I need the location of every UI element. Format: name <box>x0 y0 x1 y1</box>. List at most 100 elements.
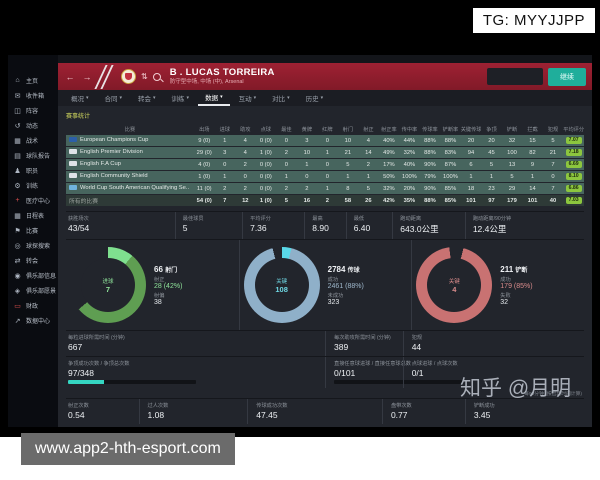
table-row[interactable]: English F.A Cup 4 (0) 0 2 0 (0) 0 1 0 5 2 17% 40% 90… <box>66 159 584 170</box>
stat-cell[interactable]: 1 (0) <box>194 171 215 182</box>
competition-name-cell[interactable]: European Champions Cup <box>66 135 194 146</box>
stat-cell[interactable]: 0 <box>317 171 338 182</box>
stat-cell[interactable]: 4 (0) <box>194 159 215 170</box>
sidebar-item-医疗中心[interactable]: + 医疗中心 <box>8 193 58 208</box>
stat-cell[interactable]: 10 <box>296 147 318 158</box>
stat-cell[interactable]: 40% <box>378 135 400 146</box>
stat-cell[interactable]: 1 <box>481 171 502 182</box>
stat-cell[interactable]: 4 <box>235 135 256 146</box>
stat-cell[interactable]: 11 (0) <box>194 183 215 194</box>
stat-cell[interactable]: 88% <box>419 147 441 158</box>
stat-cell[interactable]: 100 <box>501 147 523 158</box>
stat-cell[interactable]: 4 <box>235 147 256 158</box>
rating-cell[interactable]: 7.18 <box>563 147 584 158</box>
table-row[interactable]: World Cup South American Qualifying Se..… <box>66 183 584 194</box>
stat-cell[interactable]: 0 <box>214 159 236 170</box>
stat-cell[interactable]: 88% <box>419 135 441 146</box>
stat-cell[interactable]: 0 <box>317 159 338 170</box>
stat-cell[interactable]: 29 <box>501 183 523 194</box>
stat-cell[interactable]: 20% <box>399 183 420 194</box>
stat-cell[interactable]: 6 <box>460 159 482 170</box>
stat-cell[interactable]: 87% <box>440 159 461 170</box>
stat-cell[interactable]: 1 <box>460 171 482 182</box>
rating-cell[interactable]: 6.86 <box>563 183 584 194</box>
sidebar-item-动态[interactable]: ↺ 动态 <box>8 118 58 133</box>
competition-name-cell[interactable]: World Cup South American Qualifying Se.. <box>66 183 194 194</box>
stat-cell[interactable]: 21 <box>542 147 564 158</box>
stat-cell[interactable]: 29 (0) <box>194 147 215 158</box>
rating-cell[interactable]: 6.69 <box>563 159 584 170</box>
sidebar-item-主页[interactable]: ⌂ 主页 <box>8 73 58 88</box>
stat-cell[interactable]: 9 <box>522 159 543 170</box>
sidebar-item-财政[interactable]: ▭ 财政 <box>8 298 58 313</box>
stat-cell[interactable]: 2 <box>235 183 256 194</box>
stat-cell[interactable]: 83% <box>440 147 461 158</box>
stat-cell[interactable]: 32 <box>501 135 523 146</box>
sidebar-item-训练[interactable]: ⚙ 训练 <box>8 178 58 193</box>
stat-cell[interactable]: 1 <box>522 171 543 182</box>
stat-cell[interactable]: 1 <box>276 171 297 182</box>
stat-cell[interactable]: 40% <box>399 159 420 170</box>
sidebar-item-球探搜索[interactable]: ◎ 球探搜索 <box>8 238 58 253</box>
prev-next-player-icon[interactable]: ⇅ <box>141 72 148 81</box>
stat-cell[interactable]: 49% <box>378 147 400 158</box>
tab-互动[interactable]: 互动 ▾ <box>232 90 264 106</box>
stat-cell[interactable]: 14 <box>358 147 379 158</box>
stat-cell[interactable]: 20 <box>481 135 502 146</box>
stat-cell[interactable]: 14 <box>522 183 543 194</box>
stat-cell[interactable]: 32% <box>378 183 400 194</box>
stat-cell[interactable]: 0 <box>317 135 338 146</box>
stat-cell[interactable]: 100% <box>399 171 420 182</box>
stat-cell[interactable]: 1 <box>317 183 338 194</box>
stat-cell[interactable]: 2 <box>214 183 236 194</box>
stat-cell[interactable]: 15 <box>522 135 543 146</box>
rating-cell[interactable]: 7.07 <box>563 135 584 146</box>
sidebar-item-俱乐部信息[interactable]: ◉ 俱乐部信息 <box>8 268 58 283</box>
stat-cell[interactable]: 23 <box>481 183 502 194</box>
stat-cell[interactable]: 50% <box>378 171 400 182</box>
back-button[interactable]: ← <box>65 71 75 82</box>
stat-cell[interactable]: 5 <box>337 159 359 170</box>
stat-cell[interactable]: 94 <box>460 147 482 158</box>
stat-cell[interactable]: 88% <box>440 135 461 146</box>
tab-历史[interactable]: 历史 ▾ <box>299 90 331 106</box>
sidebar-item-转会[interactable]: ⇄ 转会 <box>8 253 58 268</box>
stat-cell[interactable]: 1 <box>214 171 236 182</box>
stat-cell[interactable]: 9 (0) <box>194 135 215 146</box>
sidebar-item-战术[interactable]: ▦ 战术 <box>8 133 58 148</box>
stat-cell[interactable]: 1 (0) <box>255 147 277 158</box>
stat-cell[interactable]: 1 <box>317 147 338 158</box>
next-match-panel[interactable] <box>487 68 543 85</box>
stat-cell[interactable]: 32% <box>399 147 420 158</box>
continue-button[interactable]: 继续 <box>548 67 586 86</box>
stat-cell[interactable]: 13 <box>501 159 523 170</box>
table-row[interactable]: English Community Shield 1 (0) 1 0 0 (0) 1 0 0 1… <box>66 171 584 182</box>
sidebar-item-职员[interactable]: ♟ 职员 <box>8 163 58 178</box>
stat-cell[interactable]: 2 <box>358 159 379 170</box>
stat-cell[interactable]: 5 <box>358 183 379 194</box>
stat-cell[interactable]: 0 <box>235 171 256 182</box>
stat-cell[interactable]: 4 <box>358 135 379 146</box>
stat-cell[interactable]: 0 (0) <box>255 171 277 182</box>
sidebar-item-日程表[interactable]: ▦ 日程表 <box>8 208 58 223</box>
stat-cell[interactable]: 21 <box>337 147 359 158</box>
tab-数据[interactable]: 数据 ▾ <box>198 90 230 106</box>
tab-转会[interactable]: 转会 ▾ <box>131 90 163 106</box>
stat-cell[interactable]: 10 <box>337 135 359 146</box>
tab-训练[interactable]: 训练 ▾ <box>165 90 197 106</box>
stat-cell[interactable]: 85% <box>440 183 461 194</box>
stat-cell[interactable]: 0 <box>296 171 318 182</box>
stat-cell[interactable]: 5 <box>542 135 564 146</box>
stat-cell[interactable]: 7 <box>542 159 564 170</box>
stat-cell[interactable]: 45 <box>481 147 502 158</box>
rating-cell[interactable]: 8.10 <box>563 171 584 182</box>
stat-cell[interactable]: 1 <box>296 159 318 170</box>
stat-cell[interactable]: 0 (0) <box>255 135 277 146</box>
tab-概况[interactable]: 概况 ▾ <box>64 90 96 106</box>
tab-合同[interactable]: 合同 ▾ <box>98 90 130 106</box>
stat-cell[interactable]: 1 <box>358 171 379 182</box>
stat-cell[interactable]: 20 <box>460 135 482 146</box>
stat-cell[interactable]: 3 <box>296 135 318 146</box>
stat-cell[interactable]: 3 <box>214 147 236 158</box>
stat-cell[interactable]: 0 (0) <box>255 159 277 170</box>
